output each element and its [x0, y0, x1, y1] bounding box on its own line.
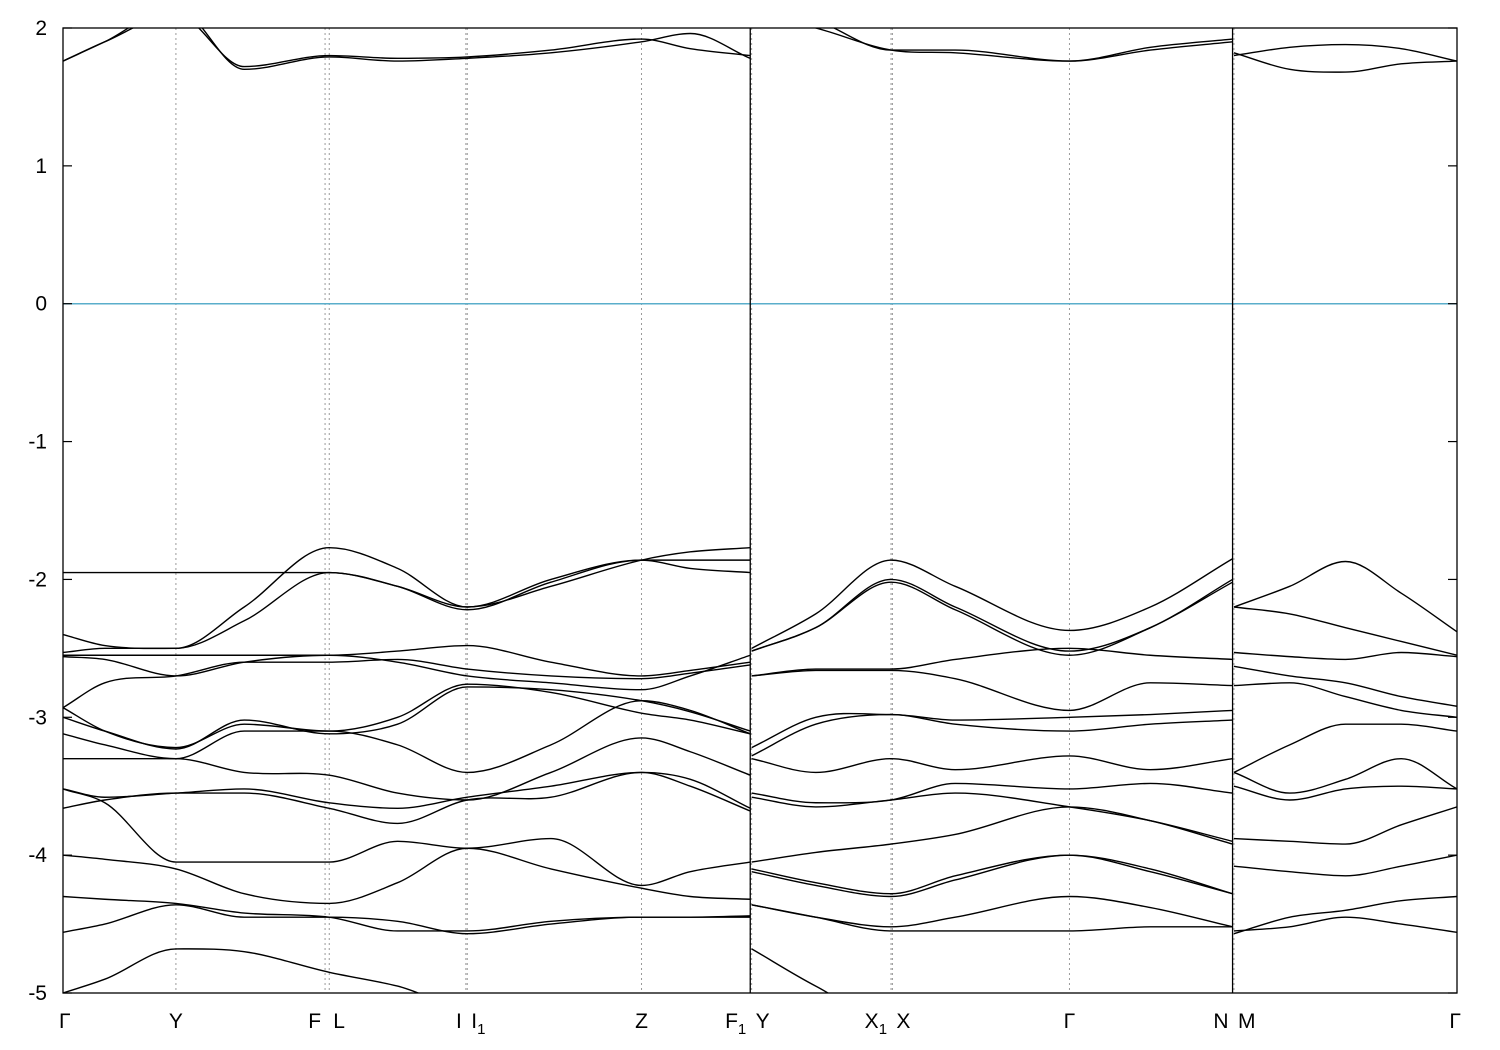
y-tick-label: -5: [28, 982, 47, 1005]
band-line-1-14: [63, 771, 751, 825]
band-line-1-8: [63, 658, 751, 709]
y-tick-label: -1: [28, 431, 47, 454]
band-line-2-10: [751, 755, 1233, 774]
segment-dividers: [749, 28, 1234, 993]
y-axis-ticks: -5 -4 -3 -2 -1 0 1 2: [28, 17, 1457, 1005]
x-tick-label: F1: [725, 1010, 746, 1038]
band-line-1-15: [63, 788, 751, 887]
band-line-1-6: [63, 654, 751, 691]
plot-frame: [62, 27, 1458, 994]
band-line-2-9: [751, 713, 1233, 757]
band-line-2-11: [751, 782, 1233, 804]
x-tick-label: M: [1238, 1010, 1256, 1033]
x-tick-label: X: [896, 1010, 910, 1033]
x-tick-label: L: [333, 1010, 345, 1033]
band-line-1-2: [63, 28, 751, 71]
band-line-1-7: [63, 644, 751, 677]
band-line-2-8: [751, 709, 1233, 749]
y-tick-label: 0: [35, 293, 47, 316]
band-line-2-13: [751, 806, 1233, 863]
band-line-3-9: [1233, 757, 1457, 794]
x-tick-label: Y: [169, 1010, 183, 1033]
x-tick-label: I: [456, 1010, 462, 1033]
band-line-2-3: [751, 558, 1233, 649]
band-line-3-13: [1233, 895, 1457, 935]
band-line-1-1: [63, 28, 751, 68]
band-line-1-12: [63, 737, 751, 801]
band-line-1-18: [63, 904, 751, 935]
band-line-3-4: [1233, 606, 1457, 656]
x-tick-label: Γ: [59, 1010, 71, 1033]
x-tick-label: Y: [756, 1010, 770, 1033]
band-line-3-8: [1233, 723, 1457, 774]
x-tick-label: Γ: [1064, 1010, 1076, 1033]
band-line-3-3: [1233, 560, 1457, 633]
x-tick-label: X1: [865, 1010, 887, 1038]
band-line-3-1: [1233, 43, 1457, 62]
band-line-2-18: [751, 948, 830, 993]
x-tick-label: F: [308, 1010, 321, 1033]
y-tick-label: -4: [28, 844, 47, 867]
plot-background: [63, 28, 1457, 993]
band-line-1-9: [63, 683, 751, 749]
y-tick-label: -2: [28, 568, 47, 591]
band-line-2-14: [751, 854, 1233, 895]
band-line-2-17: [751, 904, 1233, 932]
x-tick-label: I1: [471, 1010, 485, 1038]
band-line-1-5: [63, 559, 751, 654]
y-tick-label: 2: [35, 17, 47, 40]
x-tick-label: Γ: [1449, 1010, 1461, 1033]
band-lines: [63, 28, 1457, 993]
band-line-2-6: [751, 647, 1233, 677]
band-line-3-12: [1233, 854, 1457, 877]
x-tick-label: N: [1213, 1010, 1228, 1033]
band-line-2-2: [832, 28, 1233, 62]
band-line-2-7: [751, 669, 1233, 712]
band-line-3-14: [1233, 916, 1457, 934]
y-tick-label: -3: [28, 706, 47, 729]
band-line-1-19: [63, 948, 421, 993]
band-line-3-2: [1233, 52, 1457, 73]
band-line-3-6: [1233, 665, 1457, 707]
band-line-3-10: [1233, 785, 1457, 801]
band-line-2-15: [751, 854, 1233, 898]
x-axis-ticks: Γ Y F L I I1 Z F1 Y X1 X Γ N M Γ: [59, 1010, 1461, 1038]
band-line-1-16: [63, 847, 751, 905]
x-tick-label: Z: [635, 1010, 648, 1033]
band-line-3-7: [1233, 682, 1457, 718]
band-line-3-5: [1233, 651, 1457, 661]
y-tick-label: 1: [35, 155, 47, 178]
band-line-3-11: [1233, 806, 1457, 845]
band-line-2-5: [751, 581, 1233, 656]
